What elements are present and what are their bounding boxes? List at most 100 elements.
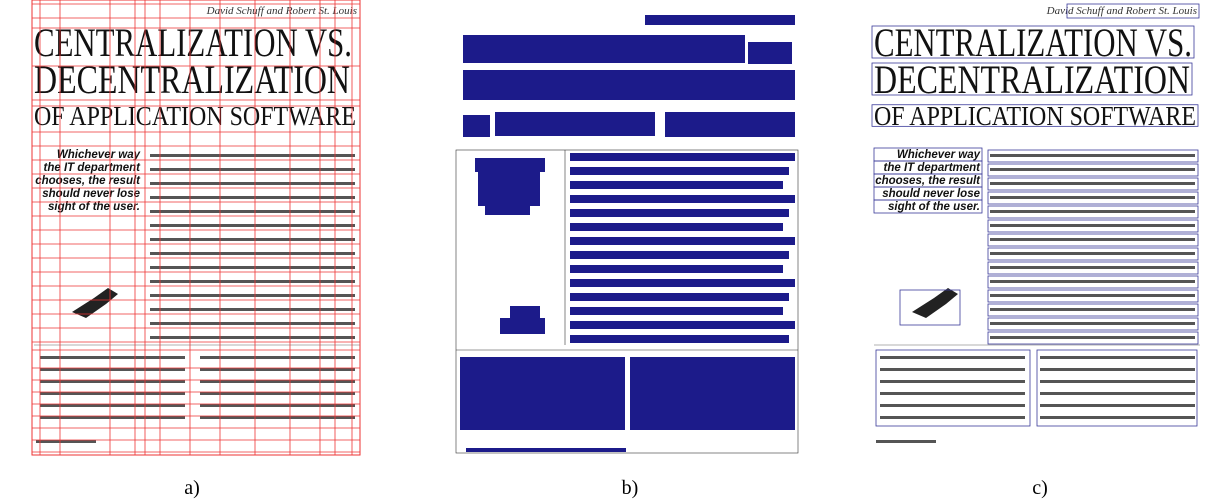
title-line: OF APPLICATION SOFTWARE <box>34 101 356 131</box>
text-line <box>1040 416 1195 419</box>
layout-block <box>463 70 795 100</box>
quote-line: sight of the user. <box>48 201 140 213</box>
layout-block <box>463 35 745 63</box>
layout-block <box>485 205 530 215</box>
block-outline <box>987 177 1199 191</box>
panel-c: David Schuff and Robert St. Louis CENTRAL… <box>871 3 1200 443</box>
text-line <box>150 294 355 297</box>
text-line <box>200 404 355 407</box>
text-line <box>990 308 1195 311</box>
layout-block <box>500 318 545 334</box>
block-outline <box>987 303 1199 317</box>
quote-line: the IT department <box>44 162 142 174</box>
text-line <box>990 182 1195 185</box>
quote-line: sight of the user. <box>888 201 980 213</box>
text-line <box>150 154 355 157</box>
page-number <box>876 440 936 443</box>
text-line <box>200 380 355 383</box>
text-line <box>200 368 355 371</box>
text-line <box>40 404 185 407</box>
block-outline <box>987 163 1199 177</box>
text-line <box>990 294 1195 297</box>
layout-block <box>748 42 792 64</box>
text-line <box>1040 404 1195 407</box>
layout-block <box>570 293 789 301</box>
layout-block <box>495 112 655 136</box>
text-line <box>40 356 185 359</box>
text-line <box>150 266 355 269</box>
text-line <box>990 336 1195 339</box>
layout-block <box>570 251 789 259</box>
text-line <box>150 224 355 227</box>
quote-line: Whichever way <box>897 149 981 161</box>
text-line <box>40 380 185 383</box>
block-outline <box>871 104 1199 127</box>
title-line: CENTRALIZATION VS. <box>874 20 1192 65</box>
text-line <box>990 196 1195 199</box>
quote-line: should never lose <box>882 188 980 200</box>
text-line <box>150 168 355 171</box>
title-line: DECENTRALIZATION <box>34 57 350 102</box>
text-line <box>990 168 1195 171</box>
text-line <box>990 322 1195 325</box>
panel-label: a) <box>184 477 200 499</box>
text-line <box>880 404 1025 407</box>
author: David Schuff and Robert St. Louis <box>206 5 357 17</box>
text-line <box>1040 392 1195 395</box>
text-line <box>990 266 1195 269</box>
text-line <box>990 238 1195 241</box>
text-line <box>990 210 1195 213</box>
text-line <box>40 368 185 371</box>
text-line <box>200 356 355 359</box>
block-outline <box>1066 3 1200 19</box>
layout-block <box>570 153 795 161</box>
block-outline <box>871 25 1195 59</box>
layout-block <box>478 172 540 206</box>
text-line <box>880 356 1025 359</box>
text-line <box>990 252 1195 255</box>
panel-b <box>455 15 799 454</box>
title-line: DECENTRALIZATION <box>874 57 1190 102</box>
layout-block <box>570 307 783 315</box>
author: David Schuff and Robert St. Louis <box>1046 5 1197 17</box>
block-outline <box>987 275 1199 289</box>
block-outline <box>987 317 1199 331</box>
bird-icon <box>912 288 958 318</box>
text-line <box>40 392 185 395</box>
block-outline <box>987 233 1199 247</box>
block-outline <box>1036 349 1198 427</box>
text-line <box>880 392 1025 395</box>
block-outline <box>987 205 1199 219</box>
layout-block <box>570 181 783 189</box>
block-outline <box>875 349 1031 427</box>
layout-block <box>665 112 795 137</box>
text-line <box>150 252 355 255</box>
layout-block <box>570 237 795 245</box>
block-outline <box>987 289 1199 303</box>
layout-block <box>570 335 789 343</box>
text-line <box>150 322 355 325</box>
text-line <box>150 238 355 241</box>
page-frame <box>31 0 361 456</box>
text-line <box>150 196 355 199</box>
quote-line: should never lose <box>42 188 140 200</box>
text-line <box>990 280 1195 283</box>
text-line <box>150 308 355 311</box>
text-line <box>150 336 355 339</box>
text-line <box>880 368 1025 371</box>
bird-icon <box>72 288 118 318</box>
layout-block <box>570 209 789 217</box>
block-outline <box>873 199 983 214</box>
layout-block <box>466 448 626 452</box>
layout-block <box>570 265 783 273</box>
layout-block <box>570 223 783 231</box>
quote-line: chooses, the result <box>35 175 141 187</box>
panel-label: c) <box>1032 477 1048 499</box>
text-line <box>1040 380 1195 383</box>
block-outline <box>987 219 1199 233</box>
text-line <box>990 154 1195 157</box>
page-number <box>36 440 96 443</box>
layout-block <box>463 115 490 137</box>
layout-block <box>570 167 789 175</box>
